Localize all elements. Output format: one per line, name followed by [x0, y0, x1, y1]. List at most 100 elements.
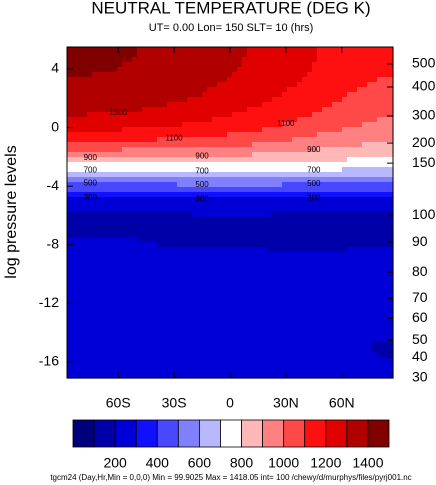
contour-cell — [342, 57, 348, 63]
contour-cell — [387, 217, 393, 223]
contour-cell — [67, 302, 73, 308]
contour-cell — [227, 287, 233, 293]
contour-cell — [207, 72, 213, 78]
contour-cell — [182, 132, 188, 138]
contour-cell — [287, 57, 293, 63]
contour-cell — [207, 302, 213, 308]
contour-cell — [177, 327, 183, 333]
contour-cell — [332, 252, 338, 258]
colorbar-box — [283, 419, 306, 448]
contour-cell — [222, 357, 228, 363]
contour-cell — [332, 302, 338, 308]
contour-cell — [67, 87, 73, 93]
contour-cell — [287, 97, 293, 103]
contour-cell — [352, 297, 358, 303]
contour-cell — [332, 167, 338, 173]
contour-cell — [172, 72, 178, 78]
contour-cell — [372, 107, 378, 113]
contour-cell — [212, 82, 218, 88]
contour-cell — [232, 167, 238, 173]
contour-cell — [112, 237, 118, 243]
contour-cell — [142, 197, 148, 203]
contour-cell — [372, 102, 378, 108]
contour-cell — [222, 92, 228, 98]
contour-cell — [227, 82, 233, 88]
contour-cell — [92, 202, 98, 208]
contour-cell — [282, 152, 288, 158]
contour-cell — [102, 362, 108, 368]
contour-cell — [337, 82, 343, 88]
contour-cell — [302, 167, 308, 173]
contour-cell — [312, 177, 318, 183]
contour-cell — [102, 207, 108, 213]
contour-cell — [167, 222, 173, 228]
contour-cell — [147, 152, 153, 158]
contour-cell — [317, 327, 323, 333]
contour-cell — [212, 352, 218, 358]
contour-cell — [327, 372, 333, 378]
contour-cell — [87, 347, 93, 353]
contour-cell — [167, 352, 173, 358]
contour-cell — [147, 217, 153, 223]
contour-cell — [187, 192, 193, 198]
contour-cell — [267, 142, 273, 148]
contour-cell — [247, 212, 253, 218]
contour-cell — [172, 317, 178, 323]
contour-cell — [192, 47, 198, 53]
contour-cell — [157, 167, 163, 173]
contour-cell — [122, 322, 128, 328]
contour-cell — [92, 57, 98, 63]
contour-cell — [92, 327, 98, 333]
contour-cell — [197, 177, 203, 183]
contour-cell — [377, 202, 383, 208]
contour-cell — [367, 257, 373, 263]
contour-cell — [292, 67, 298, 73]
contour-cell — [352, 242, 358, 248]
contour-cell — [277, 237, 283, 243]
contour-cell — [287, 202, 293, 208]
contour-cell — [302, 137, 308, 143]
contour-cell — [152, 97, 158, 103]
contour-cell — [372, 287, 378, 293]
contour-cell — [232, 237, 238, 243]
contour-cell — [202, 367, 208, 373]
contour-cell — [207, 117, 213, 123]
contour-cell — [122, 252, 128, 258]
contour-cell — [122, 102, 128, 108]
contour-cell — [337, 122, 343, 128]
contour-cell — [87, 97, 93, 103]
contour-cell — [187, 257, 193, 263]
contour-cell — [357, 257, 363, 263]
contour-cell — [107, 252, 113, 258]
contour-cell — [332, 207, 338, 213]
contour-cell — [252, 357, 258, 363]
contour-cell — [237, 332, 243, 338]
contour-cell — [192, 247, 198, 253]
contour-cell — [82, 312, 88, 318]
contour-cell — [297, 122, 303, 128]
contour-cell — [217, 157, 223, 163]
contour-cell — [242, 307, 248, 313]
contour-cell — [362, 57, 368, 63]
contour-cell — [167, 232, 173, 238]
contour-cell — [217, 117, 223, 123]
contour-cell — [227, 207, 233, 213]
contour-cell — [142, 172, 148, 178]
contour-cell — [342, 247, 348, 253]
contour-cell — [187, 332, 193, 338]
contour-cell — [357, 162, 363, 168]
contour-cell — [82, 332, 88, 338]
contour-cell — [257, 312, 263, 318]
contour-cell — [232, 262, 238, 268]
contour-cell — [322, 67, 328, 73]
contour-cell — [327, 297, 333, 303]
contour-cell — [352, 172, 358, 178]
contour-cell — [262, 287, 268, 293]
contour-cell — [202, 147, 208, 153]
contour-cell — [157, 97, 163, 103]
contour-cell — [302, 67, 308, 73]
contour-cell — [252, 217, 258, 223]
contour-cell — [107, 112, 113, 118]
contour-cell — [72, 172, 78, 178]
contour-cell — [307, 97, 313, 103]
